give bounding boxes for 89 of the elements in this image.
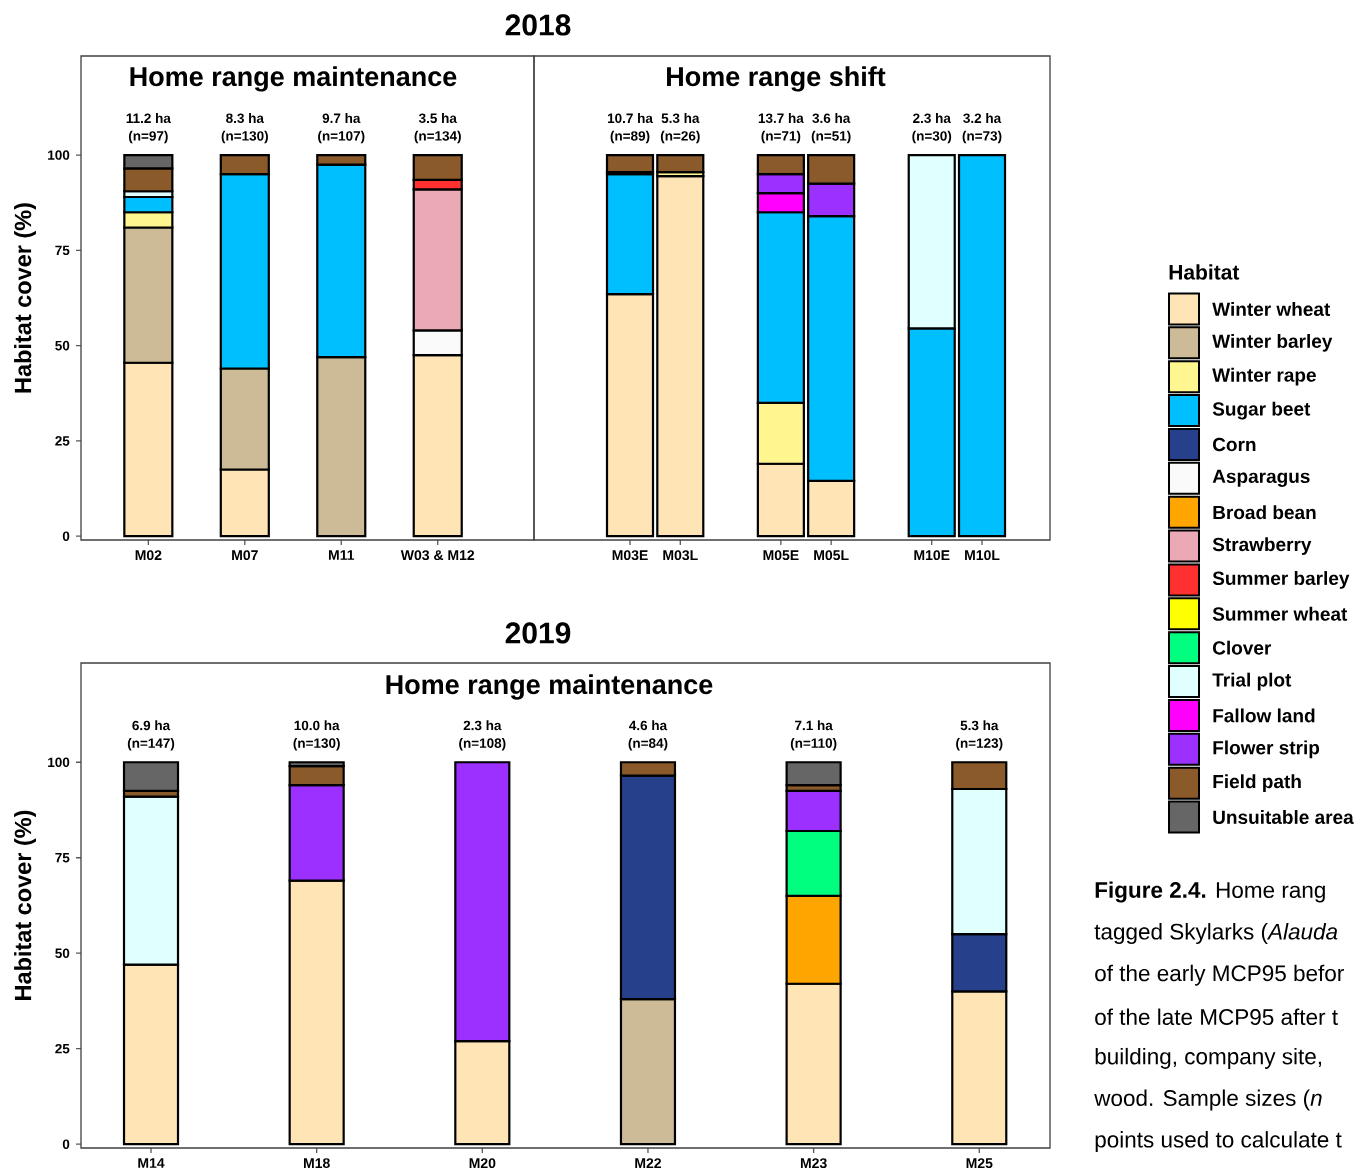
legend-label: Sugar beet <box>1212 401 1311 420</box>
annotation: (n=130) <box>221 130 268 144</box>
y-tick-label: 0 <box>62 531 70 541</box>
text: tagged Skylarks (Alauda <box>1094 923 1338 945</box>
text: of the late MCP95 after t <box>1095 1008 1338 1026</box>
annotation: (n=84) <box>628 737 668 751</box>
annotation: (n=130) <box>293 737 340 751</box>
annotation: (n=73) <box>962 130 1002 144</box>
annotation: (n=97) <box>128 130 168 144</box>
annotation: (n=89) <box>610 130 650 144</box>
chart-title: 2019 <box>505 622 571 644</box>
y-tick-label: 25 <box>55 436 70 446</box>
x-tick-label: M10E <box>914 550 950 561</box>
annotation: (n=134) <box>414 130 461 144</box>
annotation: 3.6 ha <box>812 113 851 124</box>
annotation: 10.0 ha <box>294 720 340 731</box>
x-tick-label: M03E <box>612 550 648 561</box>
legend-label: Clover <box>1212 640 1272 655</box>
y-tick-label: 0 <box>62 1139 70 1149</box>
legend-label: Summer wheat <box>1212 606 1348 621</box>
legend-label: Trial plot <box>1212 672 1292 691</box>
x-tick-label: M20 <box>469 1158 496 1169</box>
annotation: (n=123) <box>956 737 1003 751</box>
annotation: (n=108) <box>459 737 506 751</box>
legend-label: Field path <box>1213 774 1301 793</box>
legend-label: Fallow land <box>1213 708 1315 723</box>
annotation: 13.7 ha <box>758 113 804 124</box>
annotation: (n=107) <box>318 130 365 144</box>
annotation: (n=26) <box>660 130 700 144</box>
annotation: 2.3 ha <box>463 720 502 731</box>
text: building, company site, <box>1095 1047 1322 1069</box>
annotation: (n=110) <box>790 737 837 751</box>
legend-label: Broad bean <box>1213 505 1316 520</box>
annotation: 9.7 ha <box>322 113 361 124</box>
annotation: 11.2 ha <box>126 113 171 124</box>
y-tick-label: 50 <box>55 948 70 958</box>
legend-label: Asparagus <box>1212 469 1310 487</box>
legend-label: Winter wheat <box>1212 302 1331 316</box>
annotation: 3.5 ha <box>418 113 457 124</box>
x-tick-label: M22 <box>635 1158 662 1168</box>
y-tick-label: 75 <box>55 245 70 256</box>
x-tick-label: M23 <box>800 1158 827 1169</box>
y-axis-title: Habitat cover (%) <box>14 203 36 393</box>
x-tick-label: M14 <box>138 1158 165 1168</box>
chart-title: 2018 <box>505 14 571 36</box>
annotation: (n=71) <box>761 130 801 144</box>
chart-subtitle: Home range maintenance <box>386 674 713 700</box>
y-tick-label: 50 <box>55 340 70 351</box>
annotation: (n=51) <box>811 130 851 144</box>
chart-subtitle: Home range shift <box>667 66 886 92</box>
annotation: 5.3 ha <box>960 720 999 731</box>
y-axis-title: Habitat cover (%) <box>14 810 36 1000</box>
x-tick-label: M18 <box>303 1158 330 1169</box>
annotation: 8.3 ha <box>226 113 265 124</box>
y-tick-label: 100 <box>48 757 70 768</box>
y-tick-label: 75 <box>55 853 70 863</box>
text: points used to calculate t <box>1095 1131 1342 1153</box>
annotation: 6.9 ha <box>132 720 171 731</box>
x-tick-label: W03 & M12 <box>400 550 475 561</box>
y-tick-label: 100 <box>48 150 70 160</box>
annotation: 2.3 ha <box>913 113 951 124</box>
x-tick-label: M03L <box>663 550 698 561</box>
legend-label: Winter rape <box>1212 367 1316 386</box>
annotation: (n=30) <box>912 130 952 144</box>
x-tick-label: M07 <box>232 550 258 561</box>
chart-subtitle: Home range maintenance <box>130 66 457 92</box>
legend-label: Strawberry <box>1212 537 1312 555</box>
legend-label: Unsuitable area <box>1213 810 1354 825</box>
legend-label: Summer barley <box>1212 571 1350 589</box>
x-tick-label: M05E <box>763 550 799 561</box>
text: wood. Sample sizes (n <box>1094 1089 1322 1111</box>
legend-label: Corn <box>1212 437 1256 452</box>
annotation: 3.2 ha <box>963 113 1002 124</box>
annotation: 7.1 ha <box>795 720 833 731</box>
x-tick-label: M11 <box>328 550 355 560</box>
text: Figure 2.4. Home rang <box>1095 881 1325 903</box>
x-tick-label: M02 <box>135 550 162 561</box>
legend-title: Habitat <box>1169 264 1240 280</box>
text: of the early MCP95 befor <box>1095 964 1344 986</box>
annotation: 5.3 ha <box>661 113 700 124</box>
legend-label: Winter barley <box>1212 333 1333 352</box>
annotation: 10.7 ha <box>607 113 653 124</box>
x-tick-label: M25 <box>966 1158 993 1169</box>
x-tick-label: M10L <box>965 550 1000 561</box>
annotation: (n=147) <box>127 737 175 751</box>
annotation: 4.6 ha <box>629 720 668 731</box>
y-tick-label: 25 <box>55 1043 70 1054</box>
legend-label: Flower strip <box>1213 740 1320 759</box>
x-tick-label: M05L <box>814 550 849 561</box>
